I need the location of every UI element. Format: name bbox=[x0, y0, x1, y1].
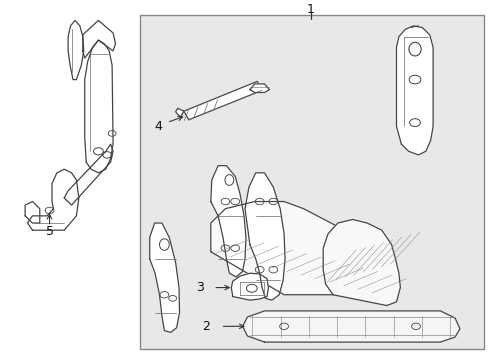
Text: 4: 4 bbox=[154, 120, 162, 133]
Text: 1: 1 bbox=[307, 3, 315, 16]
Polygon shape bbox=[243, 311, 460, 342]
Polygon shape bbox=[245, 173, 285, 300]
Polygon shape bbox=[211, 166, 246, 277]
Polygon shape bbox=[175, 108, 184, 117]
Polygon shape bbox=[25, 202, 40, 223]
Polygon shape bbox=[250, 84, 270, 93]
Text: 5: 5 bbox=[46, 225, 53, 238]
Polygon shape bbox=[83, 21, 116, 58]
Polygon shape bbox=[396, 26, 433, 155]
Polygon shape bbox=[150, 223, 179, 332]
Polygon shape bbox=[64, 144, 113, 205]
Polygon shape bbox=[184, 81, 262, 120]
Bar bbox=[140, 15, 485, 348]
Polygon shape bbox=[27, 169, 79, 230]
Text: 3: 3 bbox=[196, 281, 204, 294]
Polygon shape bbox=[85, 40, 113, 173]
Polygon shape bbox=[231, 273, 269, 300]
Polygon shape bbox=[323, 220, 400, 306]
Text: 2: 2 bbox=[202, 320, 210, 333]
Polygon shape bbox=[68, 21, 84, 80]
Polygon shape bbox=[211, 202, 384, 295]
